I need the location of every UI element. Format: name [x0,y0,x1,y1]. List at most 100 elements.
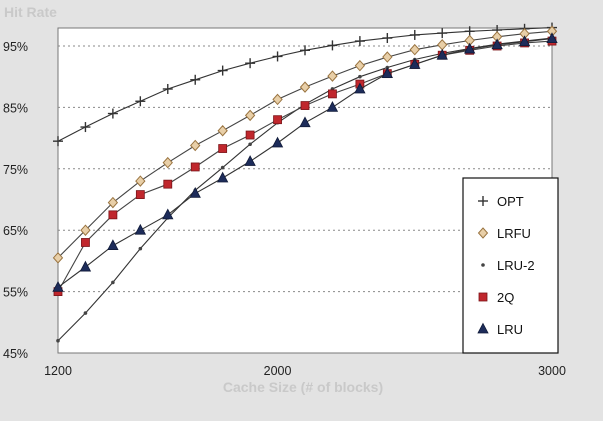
legend-label: LRU-2 [497,258,535,273]
x-axis-ticks: 1200 2000 3000 [44,364,566,378]
y-tick-label: 95% [3,40,28,54]
data-point [83,311,88,315]
data-point [299,116,311,128]
x-tick-label: 1200 [44,364,72,378]
data-point [437,28,448,39]
data-point [464,42,476,54]
data-point [52,280,64,292]
data-point [107,108,118,119]
data-point [464,26,475,37]
data-point [300,45,310,56]
data-point [354,36,365,47]
data-point [478,292,488,302]
data-point [478,196,488,206]
series-lrfu [52,25,558,264]
data-point [518,35,531,47]
data-point [299,81,311,93]
data-point [189,187,201,198]
x-axis-label: Cache Size (# of blocks) [223,379,383,395]
data-point [138,246,143,251]
data-point [162,156,173,169]
data-point [107,196,119,209]
data-point [382,33,393,44]
data-point [382,51,393,63]
data-point [409,43,420,56]
legend: OPT LRFU LRU-2 2Q LRU [462,177,559,354]
legend-label: OPT [497,194,524,209]
data-point [354,59,366,72]
data-point [220,165,225,170]
data-point [327,70,338,82]
data-point [217,124,228,137]
data-point [135,96,146,107]
y-tick-label: 45% [3,347,28,361]
data-point [272,93,283,106]
data-point [80,122,91,133]
data-point [436,48,448,60]
data-point [300,101,310,110]
data-point [273,115,282,125]
data-point [190,162,200,172]
y-tick-label: 75% [3,163,28,177]
legend-item: LRFU [477,226,531,241]
data-point [248,142,252,147]
data-point [135,190,145,199]
data-point [217,65,228,76]
data-point [354,82,366,94]
data-point [328,89,337,99]
data-point [217,171,229,183]
legend-box [462,177,559,354]
legend-label: LRU [497,322,523,337]
data-point [162,208,174,220]
data-point [163,179,173,189]
data-point [409,29,420,40]
x-tick-label: 3000 [538,364,566,378]
y-axis-ticks: 45% 55% 65% 75% 85% 95% [3,40,28,361]
y-tick-label: 85% [3,101,28,115]
legend-label: LRFU [497,226,531,241]
data-point [111,280,115,285]
data-point [272,51,283,62]
data-point [81,238,90,247]
data-point [381,67,393,79]
legend-item: OPT [478,194,524,209]
x-tick-label: 2000 [264,364,292,378]
data-point [80,224,91,236]
y-tick-label: 65% [3,224,28,238]
legend-item: LRU-2 [481,258,535,273]
data-point [53,136,63,147]
data-point [134,223,146,235]
data-point [409,58,421,69]
series-lru [52,32,558,292]
data-point [56,338,60,343]
data-point [481,263,485,267]
series-opt [53,22,557,147]
data-point [190,74,201,85]
data-point [244,109,256,122]
chart-title: Hit Rate [4,4,57,20]
legend-item: LRU [477,322,523,337]
data-point [245,130,255,140]
data-point [546,32,558,44]
data-point [218,144,228,153]
data-point [135,175,146,187]
data-point [244,155,256,166]
series-layer [52,22,558,343]
data-point [52,252,64,264]
data-point [271,136,284,148]
data-point [108,210,118,220]
data-point [477,322,489,334]
data-point [190,139,201,152]
legend-label: 2Q [497,290,514,305]
data-point [79,260,92,272]
data-point [491,38,503,50]
data-point [107,239,119,250]
data-point [162,83,173,94]
data-point [327,40,338,51]
data-point [326,101,339,112]
data-point [245,58,256,69]
data-point [477,227,489,239]
data-point [358,74,362,79]
y-tick-label: 55% [3,286,28,300]
